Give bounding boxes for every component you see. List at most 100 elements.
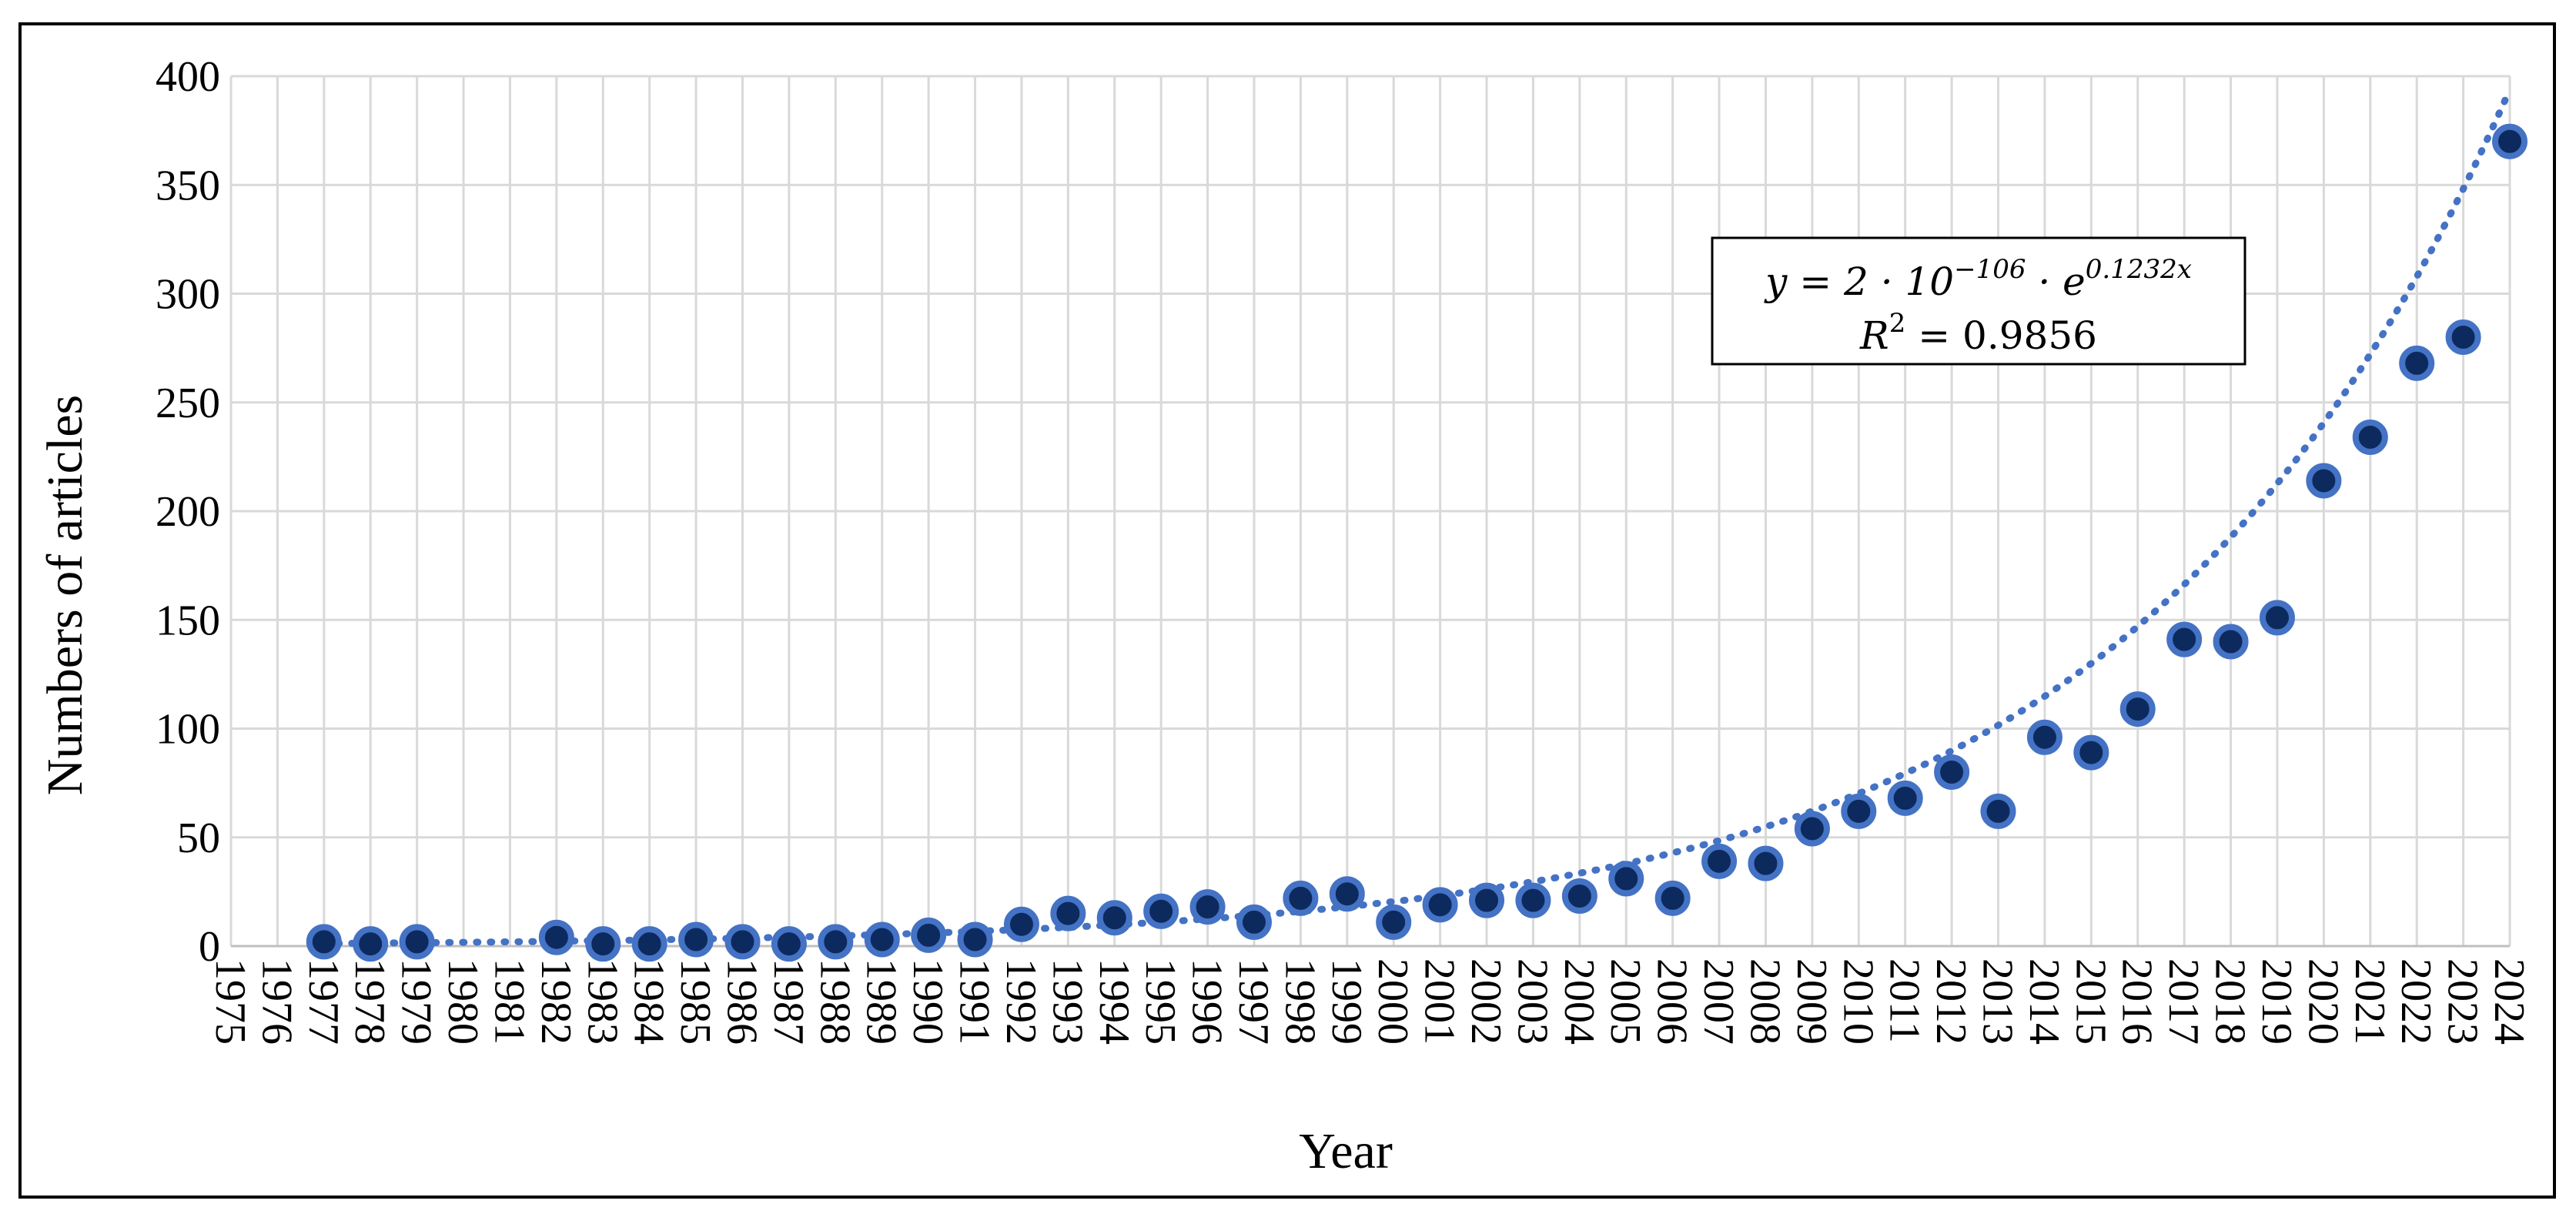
x-tick-label: 1999 <box>1323 958 1370 1045</box>
data-point <box>2306 463 2342 499</box>
data-point <box>1887 780 1923 816</box>
y-axis-ticks: 0 50 100 150 200 250 300 350 400 <box>156 53 220 971</box>
y-tick-label: 0 <box>199 923 220 971</box>
data-point <box>399 924 435 960</box>
data-point <box>911 917 947 953</box>
data-point <box>2259 600 2295 636</box>
x-axis-ticks: 1975197619771978197919801981198219831984… <box>206 958 2533 1045</box>
trendline-group <box>320 85 2514 948</box>
x-tick-label: 2023 <box>2439 958 2487 1045</box>
data-point <box>1608 861 1644 897</box>
data-point <box>1561 878 1597 915</box>
data-point <box>1329 876 1365 912</box>
data-point <box>306 924 342 960</box>
data-point <box>724 924 761 960</box>
x-tick-label: 2019 <box>2253 958 2300 1045</box>
x-tick-label: 1984 <box>625 958 673 1045</box>
data-point <box>1143 893 1179 929</box>
data-point <box>2399 345 2435 381</box>
data-point <box>771 926 807 962</box>
data-point <box>1189 889 1226 925</box>
x-tick-label: 1996 <box>1183 958 1231 1045</box>
x-tick-label: 2010 <box>1834 958 1882 1045</box>
data-point <box>1422 887 1458 923</box>
x-tick-label: 1980 <box>439 958 487 1045</box>
x-tick-label: 1979 <box>393 958 440 1045</box>
data-point <box>2445 319 2481 355</box>
y-tick-label: 250 <box>156 380 220 427</box>
data-point <box>2352 419 2388 455</box>
data-point <box>1283 880 1319 916</box>
x-tick-label: 2018 <box>2206 958 2254 1045</box>
chart-frame: 0 50 100 150 200 250 300 350 400 1975 1976 1977 197… <box>18 22 2556 1199</box>
data-point <box>678 921 714 958</box>
x-tick-label: 2011 <box>1881 958 1929 1043</box>
x-tick-label: 1976 <box>253 958 300 1045</box>
data-point <box>2073 734 2109 771</box>
x-tick-label: 2020 <box>2299 958 2347 1045</box>
x-tick-label: 2015 <box>2066 958 2114 1045</box>
y-tick-label: 50 <box>177 814 220 862</box>
x-tick-label: 2003 <box>1508 958 1556 1045</box>
data-points <box>306 123 2527 962</box>
data-point <box>1934 754 1970 790</box>
y-tick-label: 350 <box>156 162 220 209</box>
x-tick-label: 1987 <box>764 958 812 1045</box>
x-tick-label: 1991 <box>951 958 999 1045</box>
x-axis-title: Year <box>1299 1123 1393 1179</box>
data-point <box>1748 845 1784 881</box>
data-point <box>957 921 993 958</box>
data-point <box>353 926 389 962</box>
x-tick-label: 2016 <box>2113 958 2161 1045</box>
x-tick-label: 2022 <box>2392 958 2440 1045</box>
x-tick-label: 2004 <box>1555 958 1603 1045</box>
x-tick-label: 1977 <box>299 958 347 1045</box>
data-point <box>585 926 621 962</box>
x-tick-label: 2008 <box>1741 958 1788 1045</box>
data-point <box>1654 880 1691 916</box>
x-tick-label: 1975 <box>206 958 254 1045</box>
data-point <box>2026 719 2062 755</box>
x-tick-label: 2017 <box>2159 958 2207 1045</box>
x-tick-label: 1992 <box>997 958 1045 1045</box>
data-point <box>1701 843 1738 879</box>
y-tick-label: 300 <box>156 271 220 319</box>
y-axis-title: Numbers of articles <box>37 395 93 796</box>
x-tick-label: 2024 <box>2485 958 2533 1045</box>
trendline-equation: y = 2 · 10−106 · e0.1232x <box>1764 254 2192 304</box>
x-tick-label: 2005 <box>1601 958 1649 1045</box>
x-tick-label: 1986 <box>718 958 765 1045</box>
x-tick-label: 1989 <box>858 958 905 1045</box>
x-tick-label: 1990 <box>904 958 952 1045</box>
data-point <box>631 926 667 962</box>
x-tick-label: 1993 <box>1043 958 1091 1045</box>
trendline-equation-box: y = 2 · 10−106 · e0.1232x R2 = 0.9856 <box>1711 236 2246 366</box>
x-tick-label: 2013 <box>1974 958 2022 1045</box>
trendline <box>320 85 2514 948</box>
y-tick-label: 200 <box>156 488 220 536</box>
r-squared-label: R2 = 0.9856 <box>1859 308 2097 358</box>
x-tick-label: 1998 <box>1276 958 1323 1045</box>
x-tick-label: 2006 <box>1648 958 1696 1045</box>
data-point <box>864 921 900 958</box>
data-point <box>1376 904 1412 940</box>
x-tick-label: 2009 <box>1788 958 1835 1045</box>
x-tick-label: 2007 <box>1694 958 1742 1045</box>
x-tick-label: 2000 <box>1369 958 1417 1045</box>
x-tick-label: 1994 <box>1090 958 1138 1045</box>
y-tick-label: 400 <box>156 53 220 101</box>
x-tick-label: 1985 <box>671 958 719 1045</box>
x-tick-label: 2002 <box>1462 958 1510 1045</box>
x-tick-label: 1988 <box>811 958 858 1045</box>
data-point <box>2213 624 2249 660</box>
x-tick-label: 1997 <box>1229 958 1277 1045</box>
data-point <box>2119 691 2156 727</box>
y-tick-label: 100 <box>156 706 220 754</box>
data-point <box>1050 895 1086 931</box>
data-point <box>2492 123 2527 159</box>
data-point <box>1003 906 1039 942</box>
x-tick-label: 1982 <box>532 958 580 1045</box>
x-tick-label: 1981 <box>485 958 533 1045</box>
data-point <box>1469 882 1505 918</box>
x-tick-label: 1983 <box>578 958 626 1045</box>
